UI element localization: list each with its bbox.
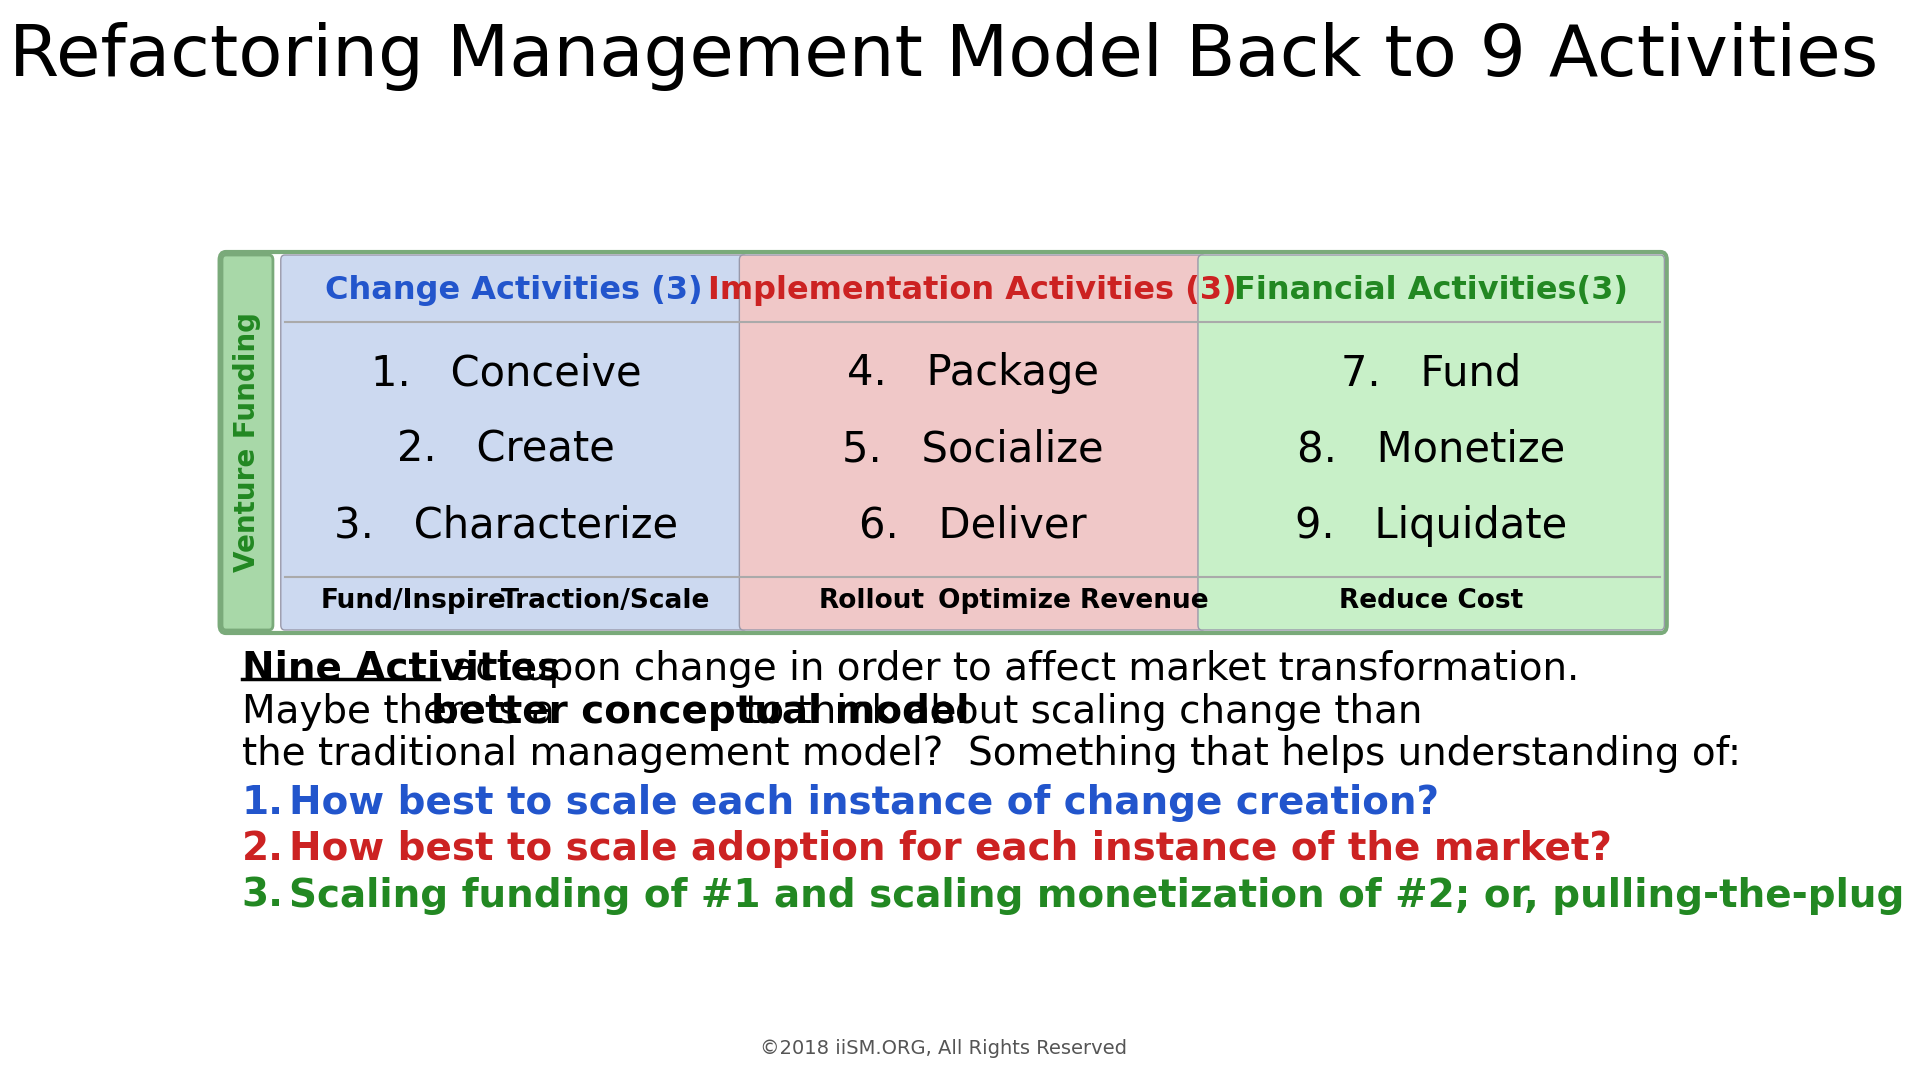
Text: to think about scaling change than: to think about scaling change than [733,692,1423,730]
Text: 5.   Socialize: 5. Socialize [841,429,1104,471]
Text: Refactoring Management Model Back to 9 Activities: Refactoring Management Model Back to 9 A… [8,22,1878,91]
Text: act upon change in order to affect market transformation.: act upon change in order to affect marke… [440,650,1580,688]
Text: Implementation Activities (3): Implementation Activities (3) [708,275,1236,307]
Text: 3.   Characterize: 3. Characterize [334,505,678,546]
Text: Rollout: Rollout [818,588,925,615]
FancyBboxPatch shape [1198,255,1665,630]
Text: Nine Activities: Nine Activities [242,650,561,688]
FancyBboxPatch shape [223,255,273,630]
FancyBboxPatch shape [280,255,747,630]
Text: 1.   Conceive: 1. Conceive [371,352,641,394]
Text: Traction/Scale: Traction/Scale [501,588,710,615]
Text: Fund/Inspire: Fund/Inspire [321,588,507,615]
Text: Venture Funding: Venture Funding [234,312,261,572]
Text: 6.   Deliver: 6. Deliver [858,505,1087,546]
Text: How best to scale adoption for each instance of the market?: How best to scale adoption for each inst… [288,831,1611,868]
Text: 4.   Package: 4. Package [847,352,1098,394]
Text: How best to scale each instance of change creation?: How best to scale each instance of chang… [288,784,1438,822]
Text: 2.   Create: 2. Create [397,429,614,471]
Text: 1.: 1. [242,784,284,822]
Text: 9.   Liquidate: 9. Liquidate [1296,505,1567,546]
Text: 2.: 2. [242,831,284,868]
Text: Change Activities (3): Change Activities (3) [324,275,703,307]
Text: 8.   Monetize: 8. Monetize [1298,429,1565,471]
Text: Optimize Revenue: Optimize Revenue [939,588,1210,615]
Text: 7.   Fund: 7. Fund [1340,352,1521,394]
Text: 3.: 3. [242,877,284,915]
Text: Financial Activities(3): Financial Activities(3) [1235,275,1628,307]
FancyBboxPatch shape [739,255,1206,630]
Text: better conceptual model: better conceptual model [430,692,970,730]
Text: the traditional management model?  Something that helps understanding of:: the traditional management model? Someth… [242,735,1741,773]
Text: Reduce Cost: Reduce Cost [1338,588,1523,615]
FancyBboxPatch shape [219,252,1667,633]
Text: Scaling funding of #1 and scaling monetization of #2; or, pulling-the-plug: Scaling funding of #1 and scaling moneti… [288,877,1905,915]
Text: ©2018 iiSM.ORG, All Rights Reserved: ©2018 iiSM.ORG, All Rights Reserved [760,1039,1127,1058]
Text: Maybe there’s a: Maybe there’s a [242,692,566,730]
